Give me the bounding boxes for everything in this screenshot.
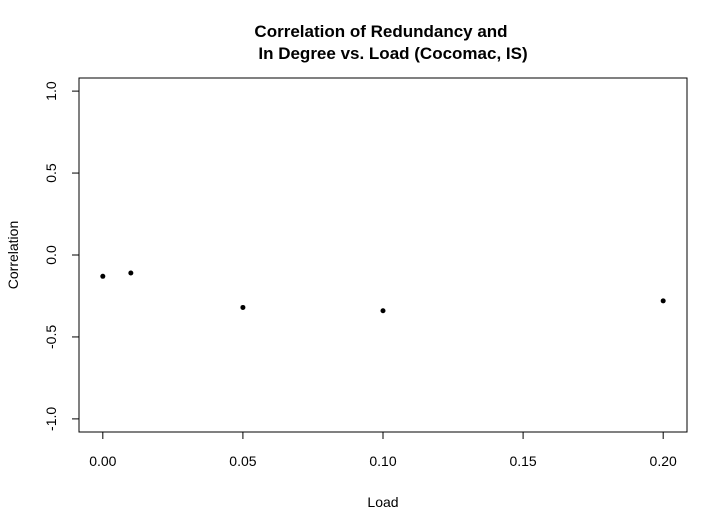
x-tick-label: 0.05: [229, 453, 256, 469]
data-point: [660, 298, 666, 304]
data-point: [380, 308, 386, 314]
y-tick-label: -0.5: [43, 325, 59, 349]
data-points: [100, 270, 666, 314]
plot-frame: [78, 77, 688, 433]
x-tick-label: 0.20: [650, 453, 677, 469]
y-tick-label: 0.0: [43, 245, 59, 265]
data-point: [128, 270, 134, 276]
x-tick-label: 0.00: [89, 453, 116, 469]
y-axis: -1.0 -0.5 0.0 0.5 1.0: [43, 81, 80, 431]
y-tick-label: -1.0: [43, 407, 59, 431]
y-axis-label: Correlation: [5, 221, 21, 289]
data-point: [100, 273, 106, 279]
chart-title-line-1: Correlation of Redundancy and: [254, 22, 507, 41]
chart-title: Correlation of Redundancy and In Degree …: [254, 22, 527, 63]
data-point: [240, 304, 246, 310]
x-axis: 0.00 0.05 0.10 0.15 0.20: [89, 431, 677, 469]
y-tick-label: 1.0: [43, 81, 59, 101]
y-tick-label: 0.5: [43, 163, 59, 183]
x-tick-label: 0.15: [509, 453, 536, 469]
x-tick-label: 0.10: [369, 453, 396, 469]
chart-title-line-2: In Degree vs. Load (Cocomac, IS): [258, 44, 527, 63]
x-axis-label: Load: [367, 494, 398, 510]
